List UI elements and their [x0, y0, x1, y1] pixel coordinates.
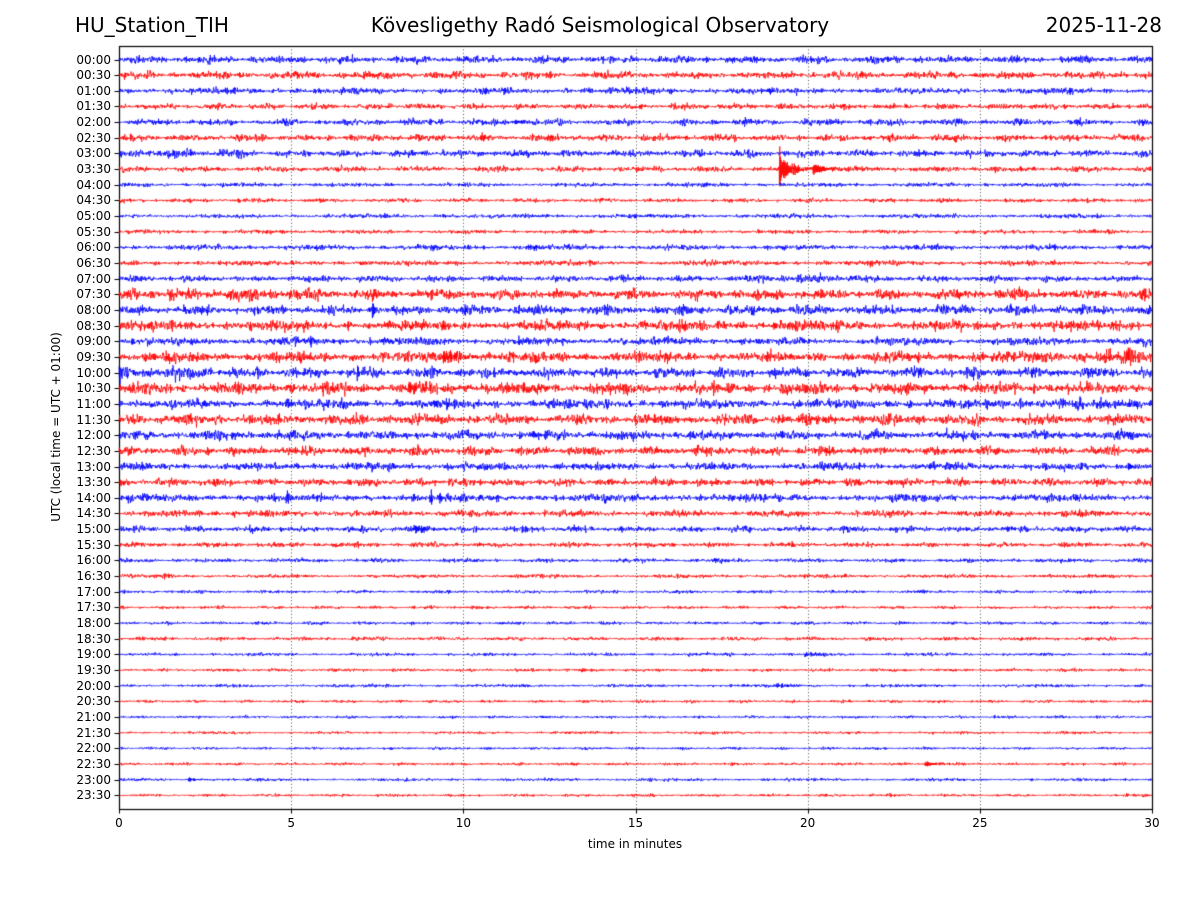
y-tick-label: 02:00 [76, 115, 111, 130]
y-tick-label: 23:30 [76, 788, 111, 803]
x-tick-label: 0 [115, 816, 123, 830]
y-tick-label: 17:30 [76, 600, 111, 615]
x-tick-label: 25 [972, 816, 988, 830]
y-tick-label: 07:30 [76, 287, 111, 302]
y-tick-label: 11:30 [76, 412, 111, 427]
x-axis-title: time in minutes [587, 837, 683, 851]
y-tick-label: 12:00 [76, 428, 111, 443]
y-tick-label: 14:30 [76, 506, 111, 521]
x-tick-label: 20 [800, 816, 816, 830]
y-tick-label: 11:00 [76, 396, 111, 411]
y-tick-label: 12:30 [76, 443, 111, 458]
y-tick-label: 10:30 [76, 381, 111, 396]
y-tick-label: 14:00 [76, 490, 111, 505]
y-tick-label: 17:00 [76, 584, 111, 599]
y-tick-label: 09:00 [76, 334, 111, 349]
y-tick-label: 16:00 [76, 553, 111, 568]
y-tick-label: 01:30 [76, 99, 111, 114]
y-tick-label: 05:30 [76, 224, 111, 239]
y-tick-label: 09:30 [76, 349, 111, 364]
y-tick-label: 01:00 [76, 83, 111, 98]
y-tick-label: 21:00 [76, 710, 111, 724]
y-tick-label: 19:00 [76, 647, 111, 662]
y-tick-label: 04:30 [76, 193, 111, 208]
y-tick-label: 16:30 [76, 569, 111, 584]
y-tick-label: 15:30 [76, 537, 111, 552]
x-tick-label: 30 [1144, 816, 1160, 830]
x-tick-label: 10 [455, 816, 471, 830]
y-axis-title: UTC (local time = UTC + 01:00) [49, 332, 63, 522]
y-tick-label: 03:00 [76, 146, 111, 161]
observatory-title: Kövesligethy Radó Seismological Observat… [370, 13, 830, 37]
y-tick-label: 10:00 [76, 365, 111, 380]
y-tick-label: 00:00 [76, 52, 111, 67]
y-tick-label: 23:00 [76, 772, 111, 787]
y-tick-label: 05:00 [76, 209, 111, 224]
y-tick-label: 06:30 [76, 256, 111, 270]
y-tick-label: 19:30 [76, 663, 111, 678]
x-tick-label: 5 [287, 816, 295, 830]
y-tick-label: 22:00 [76, 741, 111, 756]
y-tick-label: 06:00 [76, 240, 111, 255]
y-tick-label: 07:00 [76, 271, 111, 286]
x-tick-label: 15 [627, 816, 644, 830]
y-tick-label: 22:30 [76, 756, 111, 771]
y-tick-label: 20:00 [76, 678, 111, 693]
record-date: 2025-11-28 [1045, 13, 1162, 37]
y-tick-label: 15:00 [76, 522, 111, 537]
y-tick-label: 02:30 [76, 130, 111, 145]
y-tick-label: 18:30 [76, 631, 111, 646]
y-tick-label: 21:30 [76, 725, 111, 740]
y-tick-label: 13:30 [76, 475, 111, 490]
y-tick-label: 00:30 [76, 68, 111, 83]
y-tick-label: 20:30 [76, 694, 111, 709]
y-tick-label: 04:00 [76, 177, 111, 192]
y-tick-label: 13:00 [76, 459, 111, 474]
y-tick-label: 08:30 [76, 318, 111, 333]
station-name: HU_Station_TIH [75, 13, 229, 37]
y-tick-label: 18:00 [76, 616, 111, 631]
y-tick-label: 03:30 [76, 162, 111, 177]
y-tick-label: 08:00 [76, 302, 111, 317]
